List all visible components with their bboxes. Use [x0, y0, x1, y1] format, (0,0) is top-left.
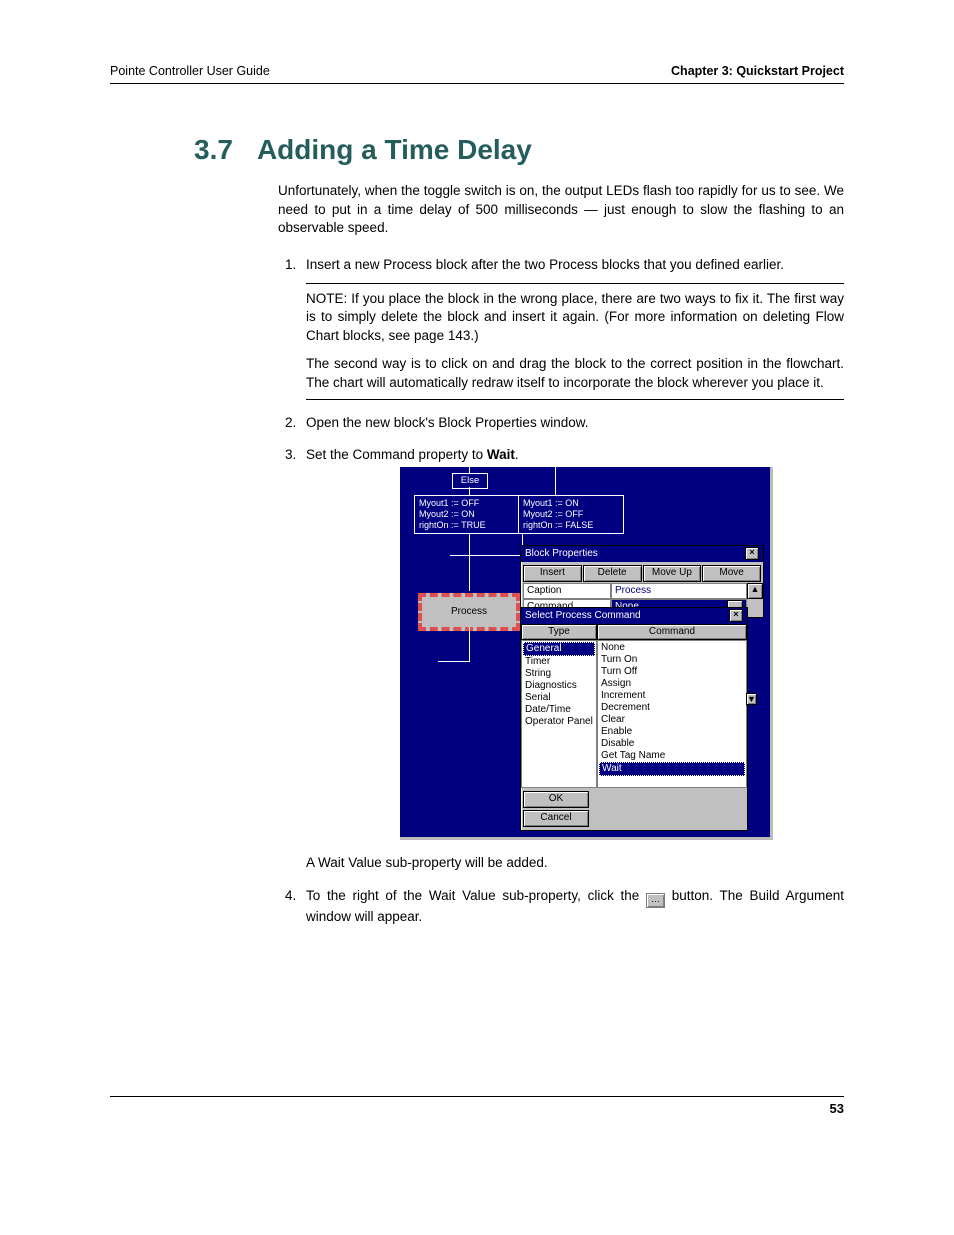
command-item[interactable]: Turn On [601, 654, 743, 666]
dialog-title-text: Block Properties [525, 547, 598, 561]
command-item[interactable]: Increment [601, 690, 743, 702]
ok-cancel-group: OK Cancel [521, 788, 591, 830]
scroll-down-icon[interactable]: ▼ [746, 693, 757, 705]
type-item[interactable]: Serial [525, 692, 593, 704]
type-item[interactable]: Date/Time [525, 704, 593, 716]
header-left: Pointe Controller User Guide [110, 64, 270, 78]
connector-line [469, 533, 470, 591]
page-header: Pointe Controller User Guide Chapter 3: … [110, 64, 844, 84]
type-item[interactable]: String [525, 668, 593, 680]
ellipsis-icon: … [646, 893, 665, 908]
note-box: NOTE: If you place the block in the wron… [306, 283, 844, 400]
step-2: Open the new block's Block Properties wi… [300, 414, 844, 433]
scrollbar-outer[interactable]: ▼ [746, 693, 757, 706]
flow-box-right: Myout1 := ON Myout2 := OFF rightOn := FA… [518, 495, 624, 534]
step-1: Insert a new Process block after the two… [300, 256, 844, 400]
process-block[interactable]: Process [418, 593, 520, 631]
type-item[interactable]: Timer [525, 656, 593, 668]
command-list[interactable]: None Turn On Turn Off Assign Increment D… [597, 640, 747, 788]
step-3-post: . [515, 447, 519, 462]
close-icon[interactable]: × [745, 547, 759, 560]
section-title: Adding a Time Delay [257, 134, 532, 166]
body-column: Unfortunately, when the toggle switch is… [278, 182, 844, 926]
column-headers: Type Command [521, 624, 747, 640]
section-heading: 3.7 Adding a Time Delay [110, 134, 844, 166]
command-item[interactable]: None [601, 642, 743, 654]
steps-list: Insert a new Process block after the two… [278, 256, 844, 926]
page-number: 53 [830, 1101, 844, 1116]
step-3: Set the Command property to Wait. Else M… [300, 446, 844, 872]
header-right: Chapter 3: Quickstart Project [671, 64, 844, 78]
step-1-text: Insert a new Process block after the two… [306, 257, 784, 272]
subdialog-titlebar: Select Process Command × [521, 608, 747, 624]
command-item[interactable]: Turn Off [601, 666, 743, 678]
intro-paragraph: Unfortunately, when the toggle switch is… [278, 182, 844, 238]
prop-value-caption-text: Process [615, 584, 651, 598]
connector-line [555, 467, 556, 495]
step-4-pre: To the right of the Wait Value sub-prope… [306, 888, 646, 903]
property-row-caption: Caption Process [523, 583, 747, 599]
delete-button[interactable]: Delete [583, 565, 642, 582]
move-button[interactable]: Move [702, 565, 761, 582]
dialog-titlebar: Block Properties × [521, 546, 763, 562]
close-icon[interactable]: × [729, 609, 743, 622]
else-label: Else [452, 473, 488, 489]
type-item[interactable]: Diagnostics [525, 680, 593, 692]
type-item-general[interactable]: General [523, 642, 595, 656]
flow-box-left: Myout1 := OFF Myout2 := ON rightOn := TR… [414, 495, 520, 534]
prop-label-caption: Caption [523, 583, 611, 599]
scroll-up-icon[interactable]: ▲ [747, 583, 763, 599]
type-list[interactable]: General Timer String Diagnostics Serial … [521, 640, 597, 788]
connector-line [450, 555, 522, 556]
page: Pointe Controller User Guide Chapter 3: … [0, 0, 954, 1176]
note-p2: The second way is to click on and drag t… [306, 355, 844, 392]
type-item[interactable]: Operator Panel [525, 716, 593, 728]
prop-value-caption[interactable]: Process [611, 583, 747, 599]
command-item[interactable]: Decrement [601, 702, 743, 714]
command-item[interactable]: Assign [601, 678, 743, 690]
command-item[interactable]: Enable [601, 726, 743, 738]
subdialog-title-text: Select Process Command [525, 609, 641, 623]
connector-line [469, 487, 470, 495]
type-header: Type [521, 624, 597, 640]
step-4: To the right of the Wait Value sub-prope… [300, 887, 844, 927]
lists-row: General Timer String Diagnostics Serial … [521, 640, 747, 788]
cancel-button[interactable]: Cancel [523, 810, 589, 827]
after-figure-text: A Wait Value sub-property will be added. [306, 854, 844, 873]
scrollbar[interactable]: ▲ [747, 583, 761, 615]
note-p1: NOTE: If you place the block in the wron… [306, 290, 844, 346]
select-command-dialog: Select Process Command × Type Command Ge… [520, 607, 748, 831]
page-footer: 53 [110, 1096, 844, 1116]
connector-line [438, 661, 470, 662]
connector-line [469, 467, 470, 473]
section-number: 3.7 [194, 134, 233, 166]
screenshot-figure: Else Myout1 := OFF Myout2 := ON rightOn … [400, 467, 773, 840]
step-3-bold: Wait [487, 447, 515, 462]
step-3-pre: Set the Command property to [306, 447, 487, 462]
command-item-wait[interactable]: Wait [599, 762, 745, 776]
command-item[interactable]: Disable [601, 738, 743, 750]
connector-line [469, 627, 470, 661]
insert-button[interactable]: Insert [523, 565, 582, 582]
command-header: Command [597, 624, 747, 640]
process-block-label: Process [451, 605, 487, 619]
command-item[interactable]: Get Tag Name [601, 750, 743, 762]
command-item[interactable]: Clear [601, 714, 743, 726]
moveup-button[interactable]: Move Up [643, 565, 702, 582]
dialog-toolbar: Insert Delete Move Up Move [523, 564, 761, 583]
ok-button[interactable]: OK [523, 791, 589, 808]
